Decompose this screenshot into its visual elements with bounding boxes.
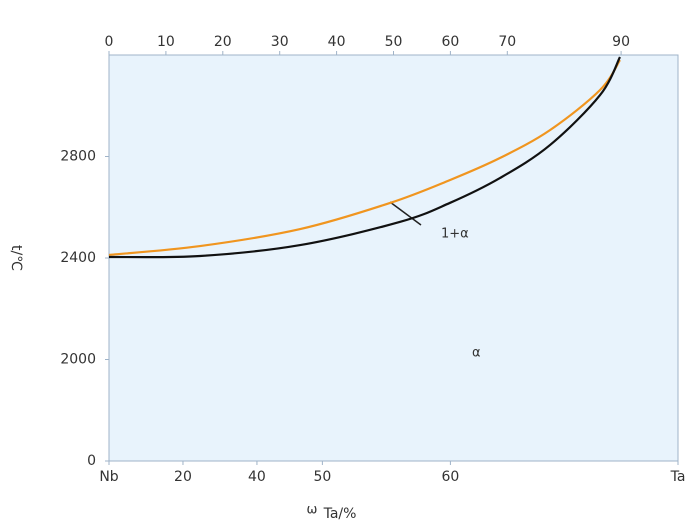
x-tick-label: 20	[214, 34, 232, 50]
annotation: α	[472, 346, 481, 361]
x-tick-label: 0	[105, 34, 114, 50]
x-axis-label-symbol: ω	[307, 503, 318, 518]
y-tick-label: 0	[87, 453, 96, 469]
x-tick-label: 50	[385, 34, 403, 50]
x2-tick-label: Ta	[670, 469, 686, 485]
x2-tick-label: Nb	[99, 469, 118, 485]
y-tick-label: 2000	[60, 352, 96, 368]
x2-tick-label: 20	[174, 469, 192, 485]
y-tick-label: 2800	[60, 149, 96, 165]
x-tick-label: 90	[612, 34, 630, 50]
x-tick-label: 70	[498, 34, 516, 50]
y-tick-label: 2400	[60, 250, 96, 266]
x2-tick-label: 40	[248, 469, 266, 485]
plot-area	[108, 54, 679, 462]
line	[108, 56, 621, 259]
x2-tick-label: 50	[313, 469, 331, 485]
x-tick-label: 30	[271, 34, 289, 50]
x2-tick-label: 60	[441, 469, 459, 485]
y-axis-label: t/℃	[8, 245, 24, 271]
line	[108, 59, 621, 257]
x-axis-label: Ta/%	[323, 506, 357, 522]
x-tick-label: 10	[157, 34, 175, 50]
annotation-pointer	[389, 201, 422, 226]
x-tick-label: 40	[328, 34, 346, 50]
annotation: 1+α	[441, 227, 469, 242]
x-tick-label: 60	[441, 34, 459, 50]
